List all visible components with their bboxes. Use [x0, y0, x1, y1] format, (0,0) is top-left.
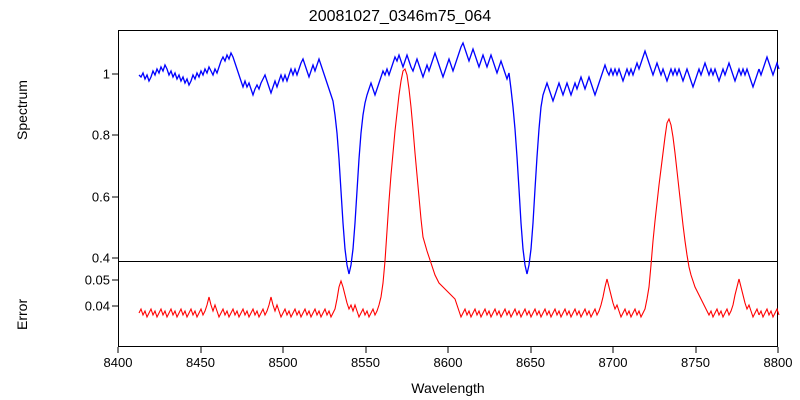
spectrum-line-2	[759, 57, 779, 75]
y-tick-spectrum-2: 0.8	[92, 128, 110, 143]
spectrum-error-plot	[119, 31, 779, 348]
x-tick-container: 8400 8450 8500 8550 8600 8650 8700 8750 …	[118, 347, 778, 367]
x-tick-6: 8650	[516, 355, 545, 370]
x-tick-9: 8800	[764, 355, 793, 370]
y-tick-error-2: 0.04	[85, 299, 110, 314]
y-axis-label-error: Error	[14, 299, 30, 330]
y-tick-spectrum-1: 1	[103, 67, 110, 82]
x-tick-4: 8550	[351, 355, 380, 370]
spectrum-chart-root: 20081027_0346m75_064 1 0.8 0.6 0.4 0.05 …	[0, 0, 800, 400]
x-tick-5: 8600	[434, 355, 463, 370]
y-tick-spectrum-3: 0.6	[92, 190, 110, 205]
y-tick-error-1: 0.05	[85, 273, 110, 288]
x-tick-3: 8500	[269, 355, 298, 370]
spectrum-line	[139, 43, 759, 274]
x-tick-7: 8700	[599, 355, 628, 370]
y-axis-label-spectrum: Spectrum	[14, 80, 30, 140]
error-line	[139, 69, 759, 317]
chart-title: 20081027_0346m75_064	[0, 8, 800, 26]
error-line-2	[759, 309, 779, 317]
x-tick-1: 8400	[104, 355, 133, 370]
x-tick-8: 8750	[681, 355, 710, 370]
plot-area	[118, 30, 778, 347]
x-axis-label: Wavelength	[118, 380, 778, 396]
x-tick-2: 8450	[186, 355, 215, 370]
